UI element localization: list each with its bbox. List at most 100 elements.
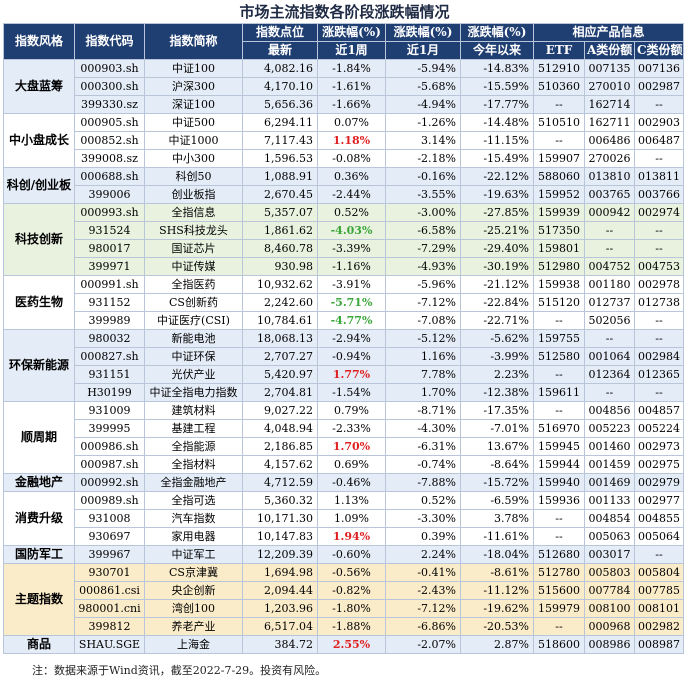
class-a-code-cell: 008100 xyxy=(584,599,635,618)
class-a-code-cell: 000968 xyxy=(584,617,635,636)
index-name-cell: 全指金融地产 xyxy=(144,473,243,492)
week-change-cell: 1.13% xyxy=(317,491,386,510)
class-c-code-cell: -- xyxy=(634,545,684,564)
etf-code-cell: 588060 xyxy=(533,167,585,186)
table-row: 930697 家用电器 10,147.83 1.94% 0.39% -11.61% -- 00… xyxy=(4,527,684,546)
class-a-code-cell: 001180 xyxy=(584,275,635,294)
class-c-code-cell: 012738 xyxy=(634,293,684,312)
class-a-code-cell: -- xyxy=(584,329,635,348)
class-c-code-cell: 008987 xyxy=(634,635,684,654)
class-c-code-cell: -- xyxy=(634,239,684,258)
index-point-cell: 1,861.62 xyxy=(242,221,318,240)
week-change-cell: -0.46% xyxy=(317,473,386,492)
index-code-cell: 931524 xyxy=(74,221,145,240)
table-row: 顺周期 931009 建筑材料 9,027.22 0.79% -8.71% -17.35% -… xyxy=(3,401,684,474)
month-change-cell: -3.55% xyxy=(385,185,461,204)
month-change-cell: -7.08% xyxy=(385,311,461,330)
class-c-code-cell: -- xyxy=(634,221,684,240)
etf-code-cell: 512680 xyxy=(533,545,585,564)
ytd-change-cell: -8.64% xyxy=(460,455,534,474)
index-name-cell: CS创新药 xyxy=(144,293,243,312)
index-point-cell: 2,707.27 xyxy=(242,347,318,366)
index-point-cell: 5,357.07 xyxy=(242,203,318,222)
style-group-label: 金融地产 xyxy=(3,473,75,492)
week-change-cell: 1.09% xyxy=(317,509,386,528)
index-code-cell: 931009 xyxy=(74,401,145,420)
etf-code-cell: -- xyxy=(533,509,585,528)
week-change-cell: 0.52% xyxy=(317,203,386,222)
class-c-code-cell: 002973 xyxy=(634,437,684,456)
class-a-code-cell: 001133 xyxy=(584,491,635,510)
index-point-cell: 4,048.94 xyxy=(242,419,318,438)
table-row: H30199 中证全指电力指数 2,704.81 -1.54% 1.70% -12.38%… xyxy=(4,383,684,402)
month-change-cell: 2.24% xyxy=(385,545,461,564)
table-row: 000852.sh 中证1000 7,117.43 1.18% 3.14% -11.15%… xyxy=(4,131,684,150)
class-a-code-cell: 012737 xyxy=(584,293,635,312)
index-name-cell: 中证军工 xyxy=(144,545,243,564)
class-a-code-cell: 003017 xyxy=(584,545,635,564)
style-group-label: 环保新能源 xyxy=(3,329,75,402)
ytd-change-cell: 2.87% xyxy=(460,635,534,654)
etf-code-cell: -- xyxy=(533,401,585,420)
table-row: 金融地产 000992.sh 全指金融地产 4,712.59 -0.46% -7.88% -… xyxy=(3,473,684,492)
index-name-cell: 中证传媒 xyxy=(144,257,243,276)
index-point-cell: 9,027.22 xyxy=(242,401,318,420)
ytd-change-cell: -20.53% xyxy=(460,617,534,636)
month-change-cell: -4.30% xyxy=(385,419,461,438)
ytd-change-cell: -22.84% xyxy=(460,293,534,312)
class-c-code-cell: 002987 xyxy=(634,77,684,96)
week-change-cell: 1.94% xyxy=(317,527,386,546)
table-row: 000986.sh 全指能源 2,186.85 1.70% -6.31% 13.67% 15… xyxy=(4,437,684,456)
index-name-cell: 中证500 xyxy=(144,113,243,132)
month-change-cell: -2.18% xyxy=(385,149,461,168)
week-change-cell: -1.88% xyxy=(317,617,386,636)
index-point-cell: 4,082.16 xyxy=(242,59,318,78)
class-a-code-cell: 270026 xyxy=(584,149,635,168)
class-c-code-cell: 005804 xyxy=(634,563,684,582)
table-row: 399330.sz 深证100 5,656.36 -1.66% -4.94% -17.77… xyxy=(4,95,684,114)
index-name-cell: 全指医药 xyxy=(144,275,243,294)
index-point-cell: 930.98 xyxy=(242,257,318,276)
index-name-cell: 新能电池 xyxy=(144,329,243,348)
table-row: 医药生物 000991.sh 全指医药 10,932.62 -3.91% -5.96% -2… xyxy=(3,275,684,330)
index-performance-table: 指数风格 指数代码 指数简称 指数点位 涨跌幅(%) 涨跌幅(%) 涨跌幅(%)… xyxy=(3,23,684,654)
index-point-cell: 6,517.04 xyxy=(242,617,318,636)
index-name-cell: 深证100 xyxy=(144,95,243,114)
index-point-cell: 5,360.32 xyxy=(242,491,318,510)
style-group-label: 顺周期 xyxy=(3,401,75,474)
ytd-change-cell: -17.35% xyxy=(460,401,534,420)
month-change-cell: -5.94% xyxy=(385,59,461,78)
table-row: 000861.csi 央企创新 2,094.44 -0.82% -2.43% -11.12… xyxy=(4,581,684,600)
class-a-code-cell: 000942 xyxy=(584,203,635,222)
index-code-cell: 000991.sh xyxy=(74,275,145,294)
class-c-code-cell: -- xyxy=(634,311,684,330)
week-change-cell: -0.82% xyxy=(317,581,386,600)
header-row-bottom: 最新 近1周 近1月 今年以来 ETF A类份额 C类份额 xyxy=(4,41,684,60)
index-name-cell: 创业板指 xyxy=(144,185,243,204)
index-code-cell: 000903.sh xyxy=(74,59,145,78)
month-change-cell: -5.68% xyxy=(385,77,461,96)
index-code-cell: 000300.sh xyxy=(74,77,145,96)
index-name-cell: 汽车指数 xyxy=(144,509,243,528)
index-code-cell: 930701 xyxy=(74,563,145,582)
month-change-cell: 1.70% xyxy=(385,383,461,402)
class-a-code-cell: 001064 xyxy=(584,347,635,366)
index-code-cell: 931152 xyxy=(74,293,145,312)
ytd-change-cell: -22.12% xyxy=(460,167,534,186)
index-point-cell: 7,117.43 xyxy=(242,131,318,150)
index-code-cell: 399812 xyxy=(74,617,145,636)
etf-code-cell: -- xyxy=(533,131,585,150)
index-name-cell: 中证环保 xyxy=(144,347,243,366)
index-name-cell: 中证全指电力指数 xyxy=(144,383,243,402)
week-change-cell: -0.08% xyxy=(317,149,386,168)
table-row: 399008.sz 中小300 1,596.53 -0.08% -2.18% -15.49… xyxy=(4,149,684,168)
header-class-c: C类份额 xyxy=(634,41,684,60)
index-point-cell: 12,209.39 xyxy=(242,545,318,564)
etf-code-cell: -- xyxy=(533,365,585,384)
week-change-cell: -1.16% xyxy=(317,257,386,276)
index-name-cell: CS京津冀 xyxy=(144,563,243,582)
ytd-change-cell: -3.99% xyxy=(460,347,534,366)
etf-code-cell: 517350 xyxy=(533,221,585,240)
class-a-code-cell: 012364 xyxy=(584,365,635,384)
index-code-cell: 399989 xyxy=(74,311,145,330)
